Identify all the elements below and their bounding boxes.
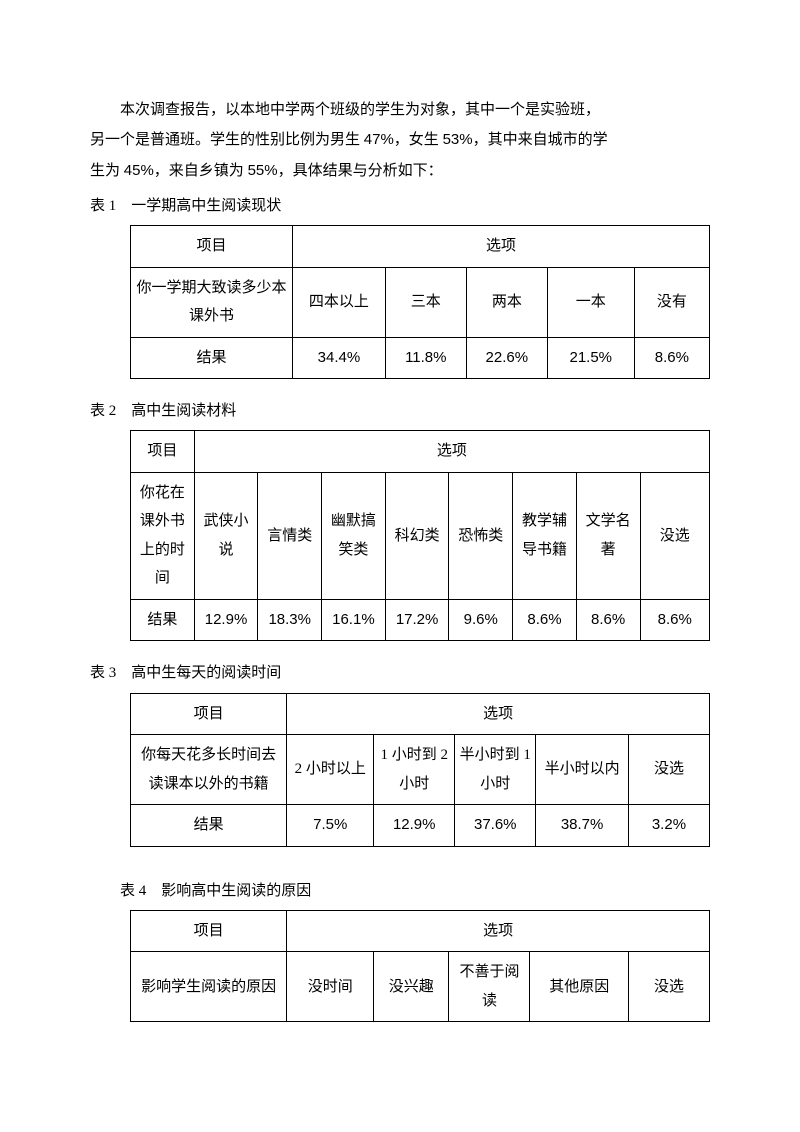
intro-paragraph: 本次调查报告，以本地中学两个班级的学生为对象，其中一个是实验班， 另一个是普通班… bbox=[90, 96, 710, 186]
table1-caption: 表 1 一学期高中生阅读现状 bbox=[90, 192, 710, 221]
question-cell: 你每天花多长时间去读课本以外的书籍 bbox=[131, 735, 287, 805]
table3-caption: 表 3 高中生每天的阅读时间 bbox=[90, 659, 710, 688]
table4-caption: 表 4 影响高中生阅读的原因 bbox=[90, 877, 710, 906]
question-cell: 你花在课外书上的时间 bbox=[131, 472, 195, 599]
header-project: 项目 bbox=[131, 431, 195, 473]
header-options: 选项 bbox=[293, 226, 710, 268]
table2: 项目 选项 你花在课外书上的时间 武侠小说 言情类 幽默搞笑类 科幻类 恐怖类 … bbox=[130, 430, 710, 641]
header-options: 选项 bbox=[287, 693, 710, 735]
table-row: 影响学生阅读的原因 没时间 没兴趣 不善于阅读 其他原因 没选 bbox=[131, 952, 710, 1022]
header-options: 选项 bbox=[287, 910, 710, 952]
table3: 项目 选项 你每天花多长时间去读课本以外的书籍 2 小时以上 1 小时到 2 小… bbox=[130, 693, 710, 847]
table-row: 项目 选项 bbox=[131, 431, 710, 473]
result-label: 结果 bbox=[131, 805, 287, 847]
table-row: 结果 7.5% 12.9% 37.6% 38.7% 3.2% bbox=[131, 805, 710, 847]
header-project: 项目 bbox=[131, 693, 287, 735]
result-label: 结果 bbox=[131, 599, 195, 641]
table-row: 你每天花多长时间去读课本以外的书籍 2 小时以上 1 小时到 2 小时 半小时到… bbox=[131, 735, 710, 805]
table1: 项目 选项 你一学期大致读多少本课外书 四本以上 三本 两本 一本 没有 结果 … bbox=[130, 225, 710, 379]
table4: 项目 选项 影响学生阅读的原因 没时间 没兴趣 不善于阅读 其他原因 没选 bbox=[130, 910, 710, 1023]
table-row: 结果 34.4% 11.8% 22.6% 21.5% 8.6% bbox=[131, 337, 710, 379]
header-options: 选项 bbox=[194, 431, 709, 473]
header-project: 项目 bbox=[131, 226, 293, 268]
header-project: 项目 bbox=[131, 910, 287, 952]
table-row: 项目 选项 bbox=[131, 693, 710, 735]
result-label: 结果 bbox=[131, 337, 293, 379]
table-row: 结果 12.9% 18.3% 16.1% 17.2% 9.6% 8.6% 8.6… bbox=[131, 599, 710, 641]
table-row: 你花在课外书上的时间 武侠小说 言情类 幽默搞笑类 科幻类 恐怖类 教学辅导书籍… bbox=[131, 472, 710, 599]
table-row: 项目 选项 bbox=[131, 226, 710, 268]
table-row: 你一学期大致读多少本课外书 四本以上 三本 两本 一本 没有 bbox=[131, 267, 710, 337]
table-row: 项目 选项 bbox=[131, 910, 710, 952]
question-cell: 你一学期大致读多少本课外书 bbox=[131, 267, 293, 337]
table2-caption: 表 2 高中生阅读材料 bbox=[90, 397, 710, 426]
question-cell: 影响学生阅读的原因 bbox=[131, 952, 287, 1022]
